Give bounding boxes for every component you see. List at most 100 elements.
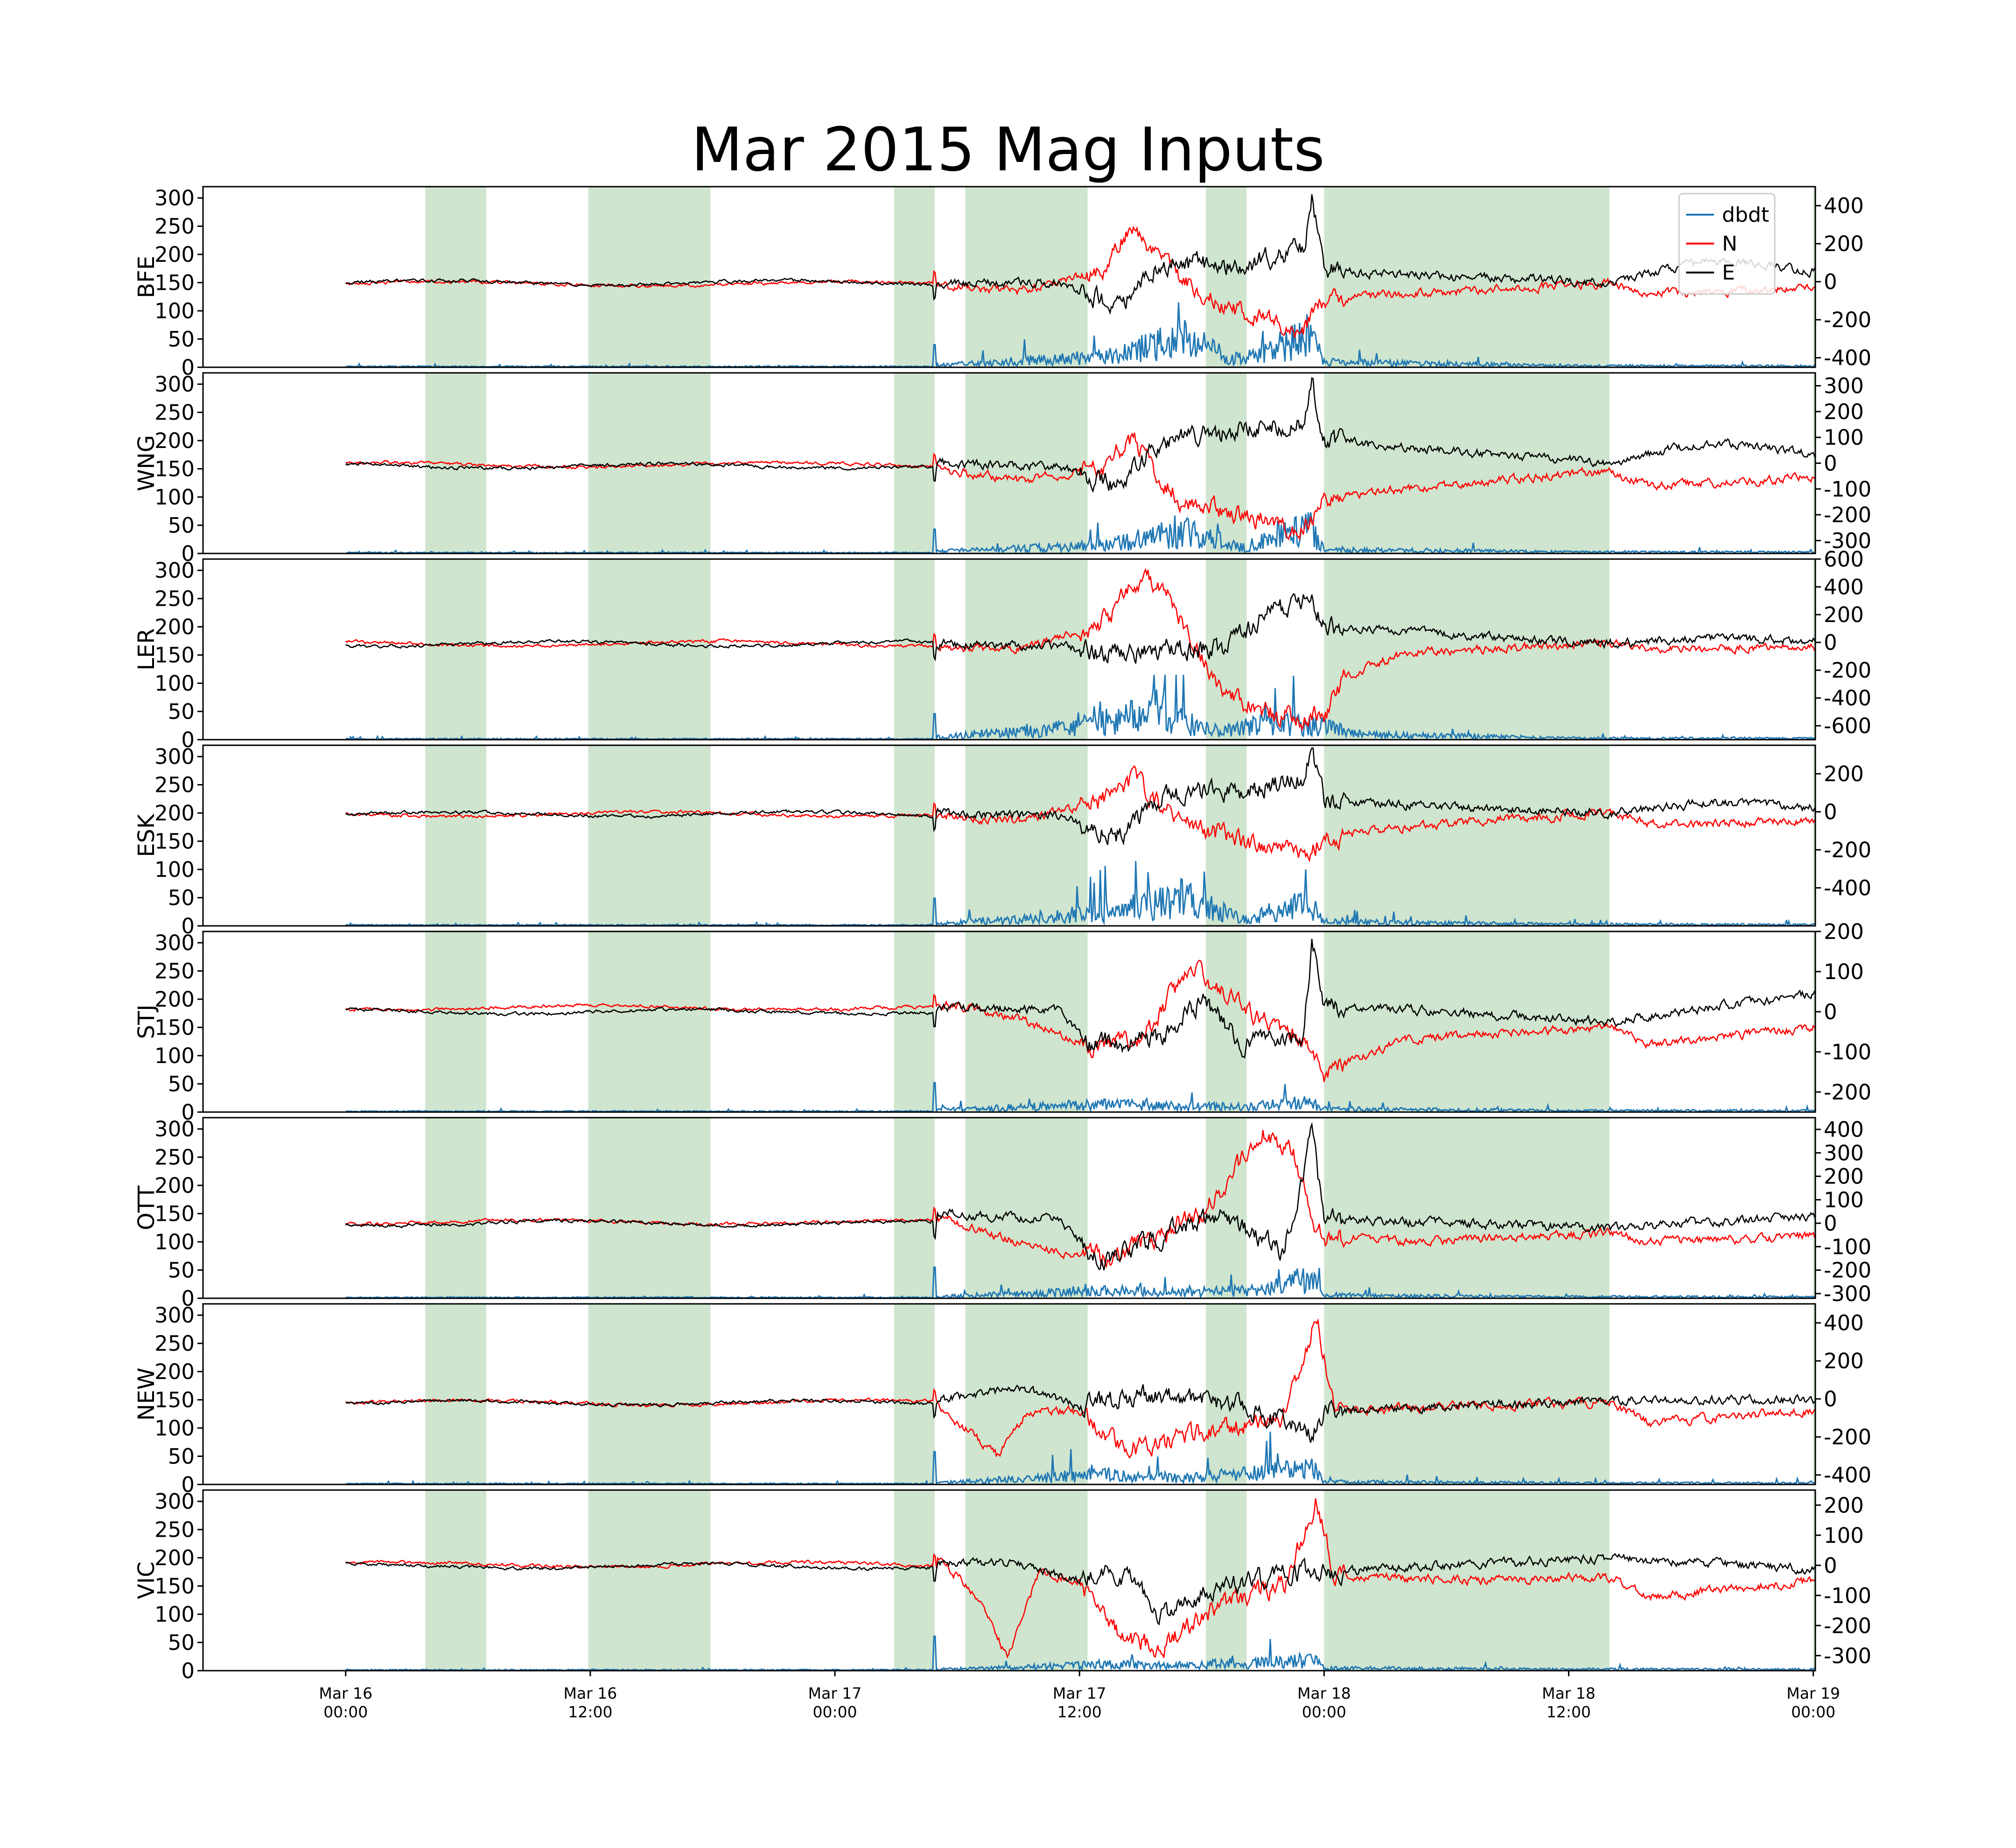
right-tick-label: 200	[1824, 919, 1864, 944]
legend-box	[1678, 193, 1776, 295]
shaded-interval	[1813, 373, 1815, 553]
station-label: NEW	[133, 1368, 160, 1421]
left-tick-label: 0	[181, 541, 195, 566]
left-tick-label: 100	[154, 671, 195, 696]
left-tick-label: 50	[168, 700, 195, 724]
panel-frame	[202, 1303, 1816, 1485]
right-tick-label: 100	[1824, 1188, 1864, 1212]
left-tick-label: 300	[154, 1117, 195, 1141]
shaded-interval	[425, 931, 487, 1112]
right-tick-label: -300	[1824, 528, 1871, 553]
x-tick-label: Mar 16	[319, 1684, 372, 1702]
shaded-interval	[1206, 373, 1247, 553]
right-tick-label: -100	[1824, 1583, 1871, 1608]
right-tick-label: -200	[1824, 1613, 1871, 1638]
left-tick-label: 50	[168, 1631, 195, 1655]
series-e-ott	[345, 1122, 1815, 1271]
left-tick-label: 150	[154, 829, 195, 854]
right-tick-label: 100	[1824, 425, 1864, 450]
shaded-interval	[1324, 745, 1610, 926]
shaded-interval	[1206, 931, 1247, 1112]
legend-label: N	[1722, 232, 1737, 256]
left-tick-label: 300	[154, 558, 195, 583]
x-tick-label: 00:00	[1302, 1703, 1346, 1721]
right-tick-label: -200	[1824, 308, 1871, 332]
left-tick-label: 200	[154, 1359, 195, 1384]
right-tick-label: -300	[1824, 1644, 1871, 1668]
shaded-interval	[894, 559, 935, 740]
right-tick-label: 300	[1824, 1141, 1864, 1165]
left-tick-label: 200	[154, 801, 195, 826]
left-tick-label: 250	[154, 214, 195, 239]
station-label: VIC	[133, 1561, 160, 1599]
left-tick-label: 150	[154, 271, 195, 295]
left-tick-label: 0	[181, 1100, 195, 1125]
shaded-interval	[894, 1118, 935, 1298]
left-tick-label: 100	[154, 1602, 195, 1627]
shaded-interval	[1813, 1118, 1815, 1298]
left-tick-label: 250	[154, 1331, 195, 1356]
right-tick-label: 200	[1824, 231, 1864, 256]
legend: dbdt NE	[1678, 193, 1776, 295]
shaded-interval	[1206, 187, 1247, 367]
panels: 0 50 100 150 200 250 300 -400 -200 0 200 400 BFE 0 50 1…	[133, 186, 1871, 1683]
left-tick-label: 100	[154, 857, 195, 882]
right-tick-label: -300	[1824, 1281, 1871, 1306]
right-tick-label: 600	[1824, 547, 1864, 572]
right-tick-label: -100	[1824, 477, 1871, 502]
shaded-interval	[588, 187, 711, 367]
right-tick-label: -200	[1824, 503, 1871, 527]
right-tick-label: 300	[1824, 374, 1864, 399]
shaded-interval	[894, 1490, 935, 1671]
left-tick-label: 200	[154, 987, 195, 1012]
right-tick-label: -400	[1824, 346, 1871, 371]
right-tick-label: 200	[1824, 1493, 1864, 1518]
chart-title: Mar 2015 Mag Inputs	[691, 115, 1325, 185]
right-tick-label: 200	[1824, 1164, 1864, 1189]
legend-label: E	[1722, 261, 1735, 285]
x-tick-label: 12:00	[568, 1703, 612, 1721]
series-e-stj	[345, 938, 1815, 1059]
shaded-interval	[425, 1490, 487, 1671]
x-tick-label: Mar 18	[1542, 1684, 1596, 1702]
station-label: BFE	[133, 256, 160, 298]
left-tick-label: 200	[154, 615, 195, 639]
shaded-interval	[588, 1304, 711, 1484]
station-label: OTT	[133, 1185, 160, 1230]
shaded-interval	[1324, 373, 1610, 553]
right-tick-label: 100	[1824, 1523, 1864, 1548]
left-tick-label: 50	[168, 1444, 195, 1469]
left-tick-label: 200	[154, 428, 195, 453]
shaded-interval	[1324, 1118, 1610, 1298]
right-tick-label: -400	[1824, 876, 1871, 901]
series-e-ler	[345, 593, 1815, 664]
shaded-interval	[425, 745, 487, 926]
shaded-interval	[894, 187, 935, 367]
shaded-interval	[588, 1118, 711, 1298]
x-tick-label: 12:00	[1057, 1703, 1102, 1721]
shaded-interval	[425, 1118, 487, 1298]
left-tick-label: 100	[154, 485, 195, 510]
series-dbdt-esk	[345, 861, 1815, 926]
shaded-interval	[588, 931, 711, 1112]
shaded-interval	[965, 1118, 1088, 1298]
series-n-stj	[345, 959, 1815, 1082]
series-e-esk	[345, 747, 1815, 846]
panel-frame	[202, 931, 1816, 1113]
x-tick-label: 00:00	[323, 1703, 368, 1721]
shaded-interval	[588, 1490, 711, 1671]
station-label: STJ	[133, 1005, 160, 1039]
panel-frame	[202, 744, 1816, 927]
left-tick-label: 250	[154, 587, 195, 611]
left-tick-label: 200	[154, 242, 195, 267]
right-tick-label: -100	[1824, 1234, 1871, 1259]
right-tick-label: 400	[1824, 1117, 1864, 1142]
x-tick-label: Mar 17	[1053, 1684, 1106, 1702]
x-tick-label: Mar 17	[808, 1684, 862, 1702]
left-tick-label: 150	[154, 1202, 195, 1226]
left-tick-label: 0	[181, 914, 195, 938]
station-label: LER	[133, 628, 160, 670]
right-tick-label: 400	[1824, 194, 1864, 218]
